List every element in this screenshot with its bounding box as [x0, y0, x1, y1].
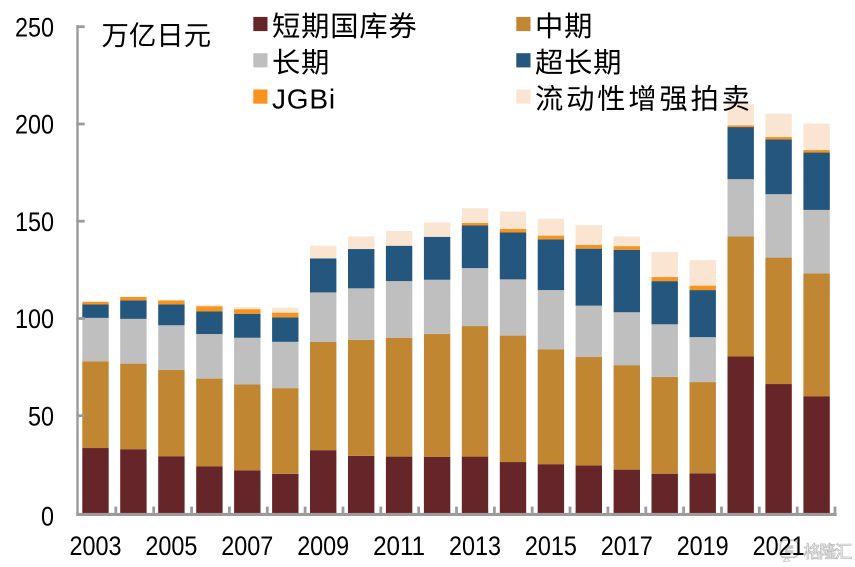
svg-text:2011: 2011 — [373, 531, 425, 561]
svg-text:150: 150 — [15, 207, 54, 237]
svg-text:JGBi: JGBi — [272, 84, 336, 115]
svg-text:250: 250 — [15, 12, 54, 42]
svg-text:50: 50 — [28, 401, 54, 431]
svg-text:2017: 2017 — [601, 531, 653, 561]
svg-text:2013: 2013 — [449, 531, 501, 561]
svg-text:2007: 2007 — [221, 531, 273, 561]
svg-text:2005: 2005 — [145, 531, 197, 561]
svg-text:2003: 2003 — [70, 531, 122, 561]
svg-text:200: 200 — [15, 110, 54, 140]
svg-text:2009: 2009 — [297, 531, 349, 561]
svg-text:100: 100 — [15, 304, 54, 334]
svg-text:0: 0 — [41, 501, 54, 531]
svg-text:2019: 2019 — [677, 531, 729, 561]
svg-text:2015: 2015 — [525, 531, 577, 561]
svg-text:2021: 2021 — [753, 531, 805, 561]
